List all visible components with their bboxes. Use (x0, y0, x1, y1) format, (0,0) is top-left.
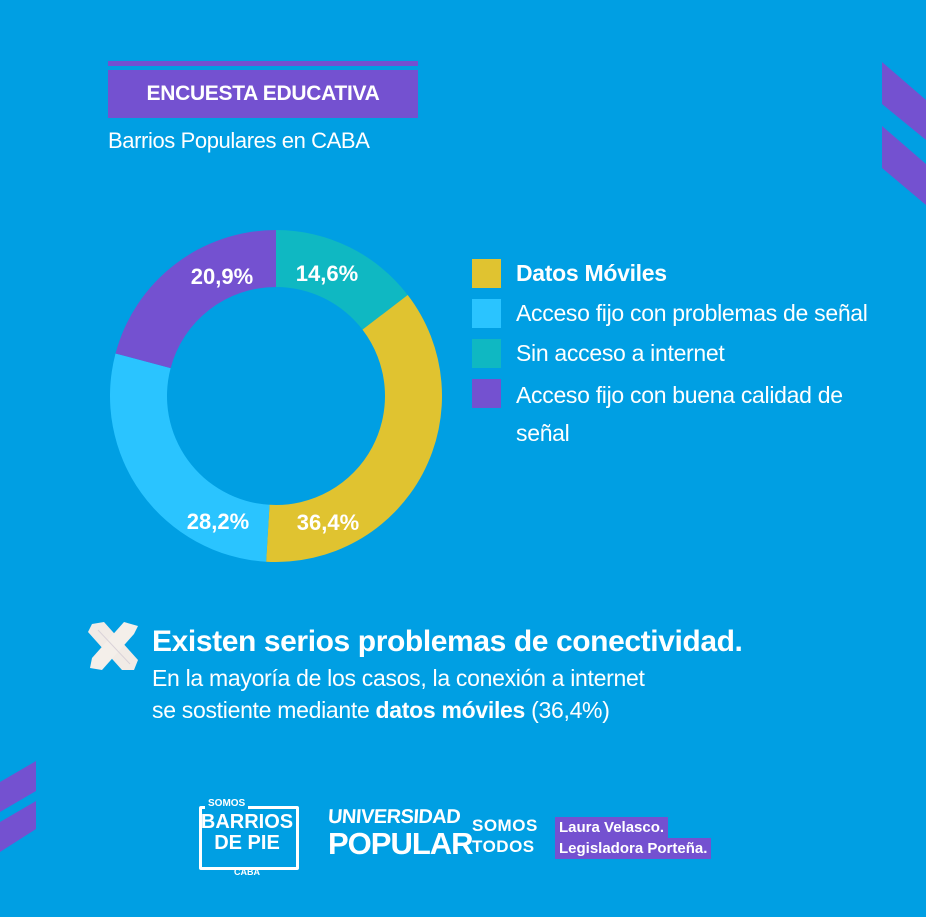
page-title: ENCUESTA EDUCATIVA (108, 70, 418, 118)
logo-line: SOMOS (472, 816, 538, 835)
finding-body-line2: se sostiente mediante datos móviles (36,… (152, 694, 743, 726)
donut-slice (115, 230, 276, 369)
legend-item-sin-acceso: Sin acceso a internet (472, 336, 868, 376)
legislator-title: Legisladora Porteña. (555, 838, 712, 859)
logo-universidad-popular: UNIVERSIDAD POPULAR (327, 806, 474, 861)
stripe-top-right-1 (882, 62, 926, 140)
stripe-bottom-left-2 (0, 801, 36, 852)
legend-label: Datos Móviles (516, 260, 667, 286)
legend-item-datos-moviles: Datos Móviles (472, 256, 868, 296)
stripe-top-right-2 (882, 126, 926, 205)
legend-swatch-light-blue (472, 299, 501, 328)
legend-swatch-purple (472, 379, 501, 408)
legend-swatch-teal (472, 339, 501, 368)
slice-label-sin-acceso: 14,6% (296, 261, 358, 286)
logo-line: DE PIE (214, 832, 280, 854)
donut-slice (266, 294, 442, 562)
legend-label: Acceso fijo con problemas de señal (516, 300, 868, 326)
finding-headline: Existen serios problemas de conectividad… (152, 625, 743, 658)
legislator-credit: Laura Velasco. Legisladora Porteña. (555, 817, 712, 859)
finding-emphasis: datos móviles (375, 697, 526, 723)
logo-caba-text: CABA (234, 867, 260, 877)
logo-line: BARRIOS (200, 811, 294, 833)
legend-label: Sin acceso a internet (516, 340, 725, 366)
x-tape-icon (88, 622, 138, 670)
legend-item-acceso-fijo-buena: Acceso fijo con buena calidad de señal (472, 376, 868, 452)
legend-swatch-yellow (472, 259, 501, 288)
slice-label-datos-moviles: 36,4% (297, 510, 359, 535)
logo-line: TODOS (472, 837, 535, 856)
logo-frame (199, 806, 299, 870)
page-title-text: ENCUESTA EDUCATIVA (146, 82, 380, 105)
legend-label: Acceso fijo con buena calidad de señal (516, 382, 843, 446)
title-rule (108, 61, 418, 66)
finding-text: (36,4%) (525, 697, 610, 723)
slice-label-acceso-fijo-problemas: 28,2% (187, 509, 249, 534)
logo-somos-text: SOMOS (205, 798, 249, 809)
finding-text: se sostiente mediante (152, 697, 376, 723)
page-subtitle: Barrios Populares en CABA (108, 128, 370, 153)
chart-legend: Datos Móviles Acceso fijo con problemas … (472, 256, 868, 452)
legend-item-acceso-fijo-problemas: Acceso fijo con problemas de señal (472, 296, 868, 336)
slice-label-acceso-fijo-buena: 20,9% (191, 264, 253, 289)
finding-body-line1: En la mayoría de los casos, la conexión … (152, 665, 645, 691)
donut-slice (276, 230, 408, 330)
logo-main-text: BARRIOS DE PIE (195, 812, 299, 854)
legislator-name: Laura Velasco. (555, 817, 669, 838)
key-finding: Existen serios problemas de conectividad… (152, 622, 743, 726)
logo-barrios-de-pie: SOMOS BARRIOS DE PIE CABA (195, 798, 300, 880)
stripe-bottom-left-1 (0, 761, 36, 812)
logo-line: UNIVERSIDAD (327, 806, 462, 828)
donut-slice (109, 353, 270, 562)
logo-somos-todos: SOMOS TODOS (472, 815, 538, 857)
logo-line: POPULAR (328, 826, 474, 861)
